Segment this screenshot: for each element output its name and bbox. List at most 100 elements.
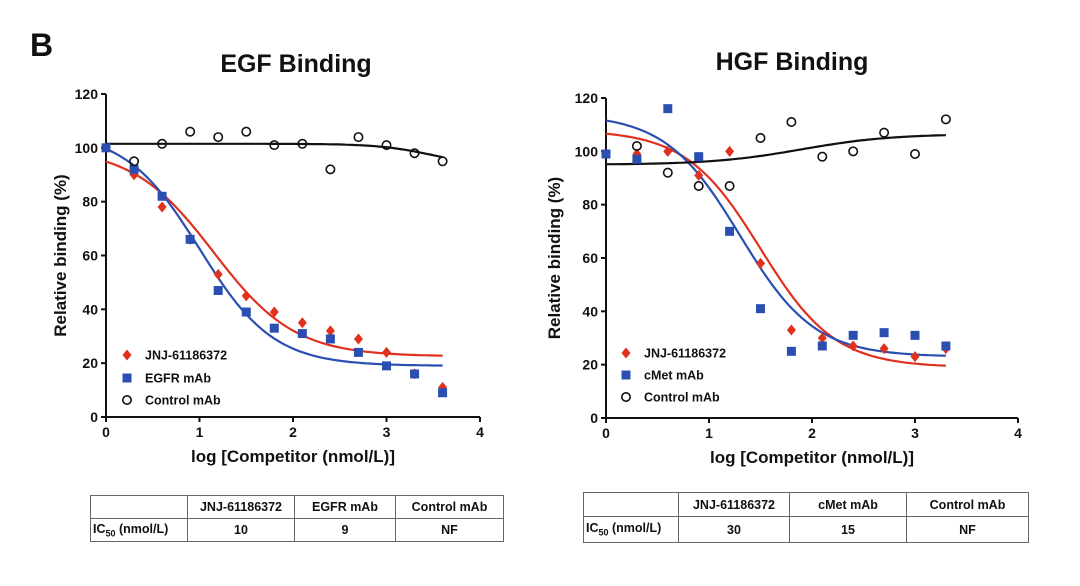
x-tick-label: 4 <box>476 424 484 440</box>
row-label-sub: 50 <box>598 527 609 538</box>
circle-marker <box>297 138 308 149</box>
diamond-marker <box>786 324 796 336</box>
x-tick-label: 1 <box>705 425 713 441</box>
diamond-marker <box>353 333 363 345</box>
y-tick-label: 20 <box>582 357 598 373</box>
fit-curve-square <box>605 119 946 357</box>
table-cell: 9 <box>294 518 396 542</box>
diamond-marker <box>382 346 391 358</box>
table-header: JNJ-61186372 <box>187 495 295 519</box>
circle-marker <box>129 156 140 167</box>
table-cell: 15 <box>789 516 907 543</box>
x-tick-label: 2 <box>808 425 816 441</box>
y-axis-label: Relative binding (%) <box>51 174 70 336</box>
ic50-table-egf: JNJ-61186372 EGFR mAb Control mAb IC50 (… <box>90 495 504 542</box>
diamond-marker <box>848 340 858 352</box>
row-label-unit: (nmol/L) <box>115 521 169 536</box>
diamond-marker <box>297 317 307 329</box>
table-header: EGFR mAb <box>294 495 396 519</box>
fit-curve-square <box>105 147 443 367</box>
fit-curve-circle <box>106 142 443 159</box>
series-square <box>101 143 448 398</box>
chart-title: EGF Binding <box>220 50 371 78</box>
x-tick-label: 0 <box>102 424 110 440</box>
series-circle <box>129 126 448 175</box>
legend-label: JNJ-61186372 <box>145 349 227 363</box>
row-label-unit: (nmol/L) <box>608 521 662 536</box>
diamond-marker <box>122 349 132 361</box>
y-tick-label: 80 <box>82 194 98 210</box>
diamond-marker <box>756 257 765 269</box>
circle-marker <box>909 149 920 160</box>
y-tick-label: 0 <box>590 410 598 426</box>
y-tick-label: 80 <box>582 197 598 213</box>
diamond-marker <box>213 268 223 280</box>
circle-marker <box>241 126 252 137</box>
circle-marker <box>437 156 448 167</box>
y-tick-label: 0 <box>90 409 98 425</box>
row-label-sub: 50 <box>105 528 116 539</box>
table-cell: 10 <box>187 518 295 542</box>
square-marker <box>941 341 951 351</box>
circle-marker <box>786 117 797 128</box>
y-tick-label: 20 <box>82 355 98 371</box>
square-marker <box>122 373 132 383</box>
square-marker <box>879 328 889 338</box>
square-marker <box>101 143 111 153</box>
diamond-marker <box>879 343 889 355</box>
square-marker <box>325 334 335 344</box>
circle-marker <box>693 181 704 192</box>
x-axis-label: log [Competitor (nmol/L)] <box>191 447 395 466</box>
chart-title: HGF Binding <box>716 48 869 76</box>
series-circle <box>631 114 951 192</box>
circle-marker <box>879 127 890 138</box>
table-corner <box>583 492 679 517</box>
circle-marker <box>848 146 859 157</box>
legend-label: JNJ-61186372 <box>644 347 726 361</box>
square-marker <box>269 323 279 333</box>
square-marker <box>910 330 920 340</box>
square-marker <box>632 154 642 164</box>
circle-marker <box>353 132 364 143</box>
y-tick-label: 60 <box>582 250 598 266</box>
y-axis-label: Relative binding (%) <box>545 177 564 339</box>
legend-label: cMet mAb <box>644 369 704 383</box>
square-marker <box>725 226 735 236</box>
y-tick-label: 40 <box>82 301 98 317</box>
diamond-marker <box>663 145 673 157</box>
legend: JNJ-61186372 cMet mAb Control mAb <box>620 347 726 405</box>
y-tick-label: 120 <box>75 86 99 102</box>
circle-marker <box>122 394 133 405</box>
square-marker <box>241 307 251 317</box>
x-tick-label: 1 <box>196 424 204 440</box>
circle-marker <box>755 133 766 144</box>
x-tick-label: 4 <box>1014 425 1022 441</box>
table-row-label: IC50 (nmol/L) <box>90 518 188 542</box>
diamond-marker <box>269 306 279 318</box>
legend: JNJ-61186372 EGFR mAb Control mAb <box>122 349 227 408</box>
square-marker <box>438 388 448 398</box>
diamond-marker <box>694 169 704 181</box>
legend-label: Control mAb <box>145 394 221 408</box>
circle-marker <box>817 151 828 162</box>
square-marker <box>410 369 420 379</box>
table-cell: 30 <box>678 516 790 543</box>
table-cell: NF <box>395 518 504 542</box>
circle-marker <box>185 126 196 137</box>
x-tick-label: 3 <box>911 425 919 441</box>
circle-marker <box>157 138 168 149</box>
chart-egf: EGF Binding 0 20 40 60 80 100 120 0 1 2 3 4 log [Comp… <box>51 50 484 466</box>
fit-curve-circle <box>605 134 946 166</box>
square-marker <box>213 285 223 295</box>
x-tick-label: 0 <box>602 425 610 441</box>
diamond-marker <box>241 290 251 302</box>
circle-marker <box>940 114 951 125</box>
square-marker <box>297 329 307 339</box>
square-marker <box>756 304 765 314</box>
diamond-marker <box>325 325 335 337</box>
square-marker <box>353 347 363 357</box>
diamond-marker <box>621 347 631 359</box>
chart-hgf: HGF Binding 0 20 40 60 80 100 120 0 1 2 3 4 log [Comp… <box>545 48 1022 467</box>
series-diamond <box>632 145 951 363</box>
